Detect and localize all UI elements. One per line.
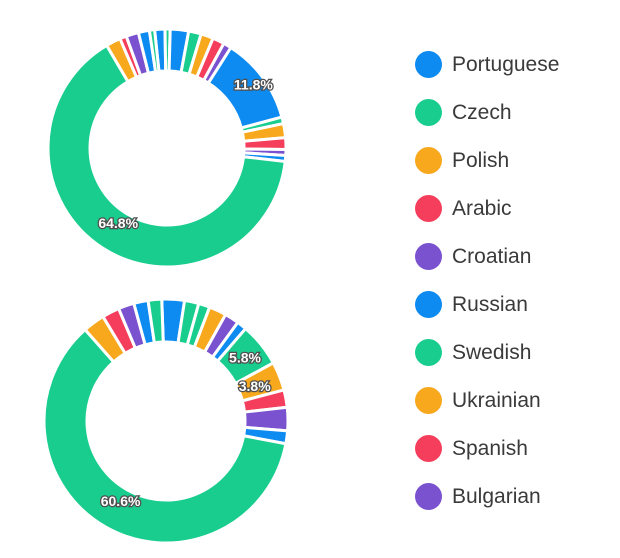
- legend-color-dot: [415, 434, 442, 462]
- legend-color-dot: [415, 50, 442, 78]
- slice-label: 5.8%: [229, 350, 261, 366]
- legend-item-russian[interactable]: Russian: [415, 280, 559, 328]
- donut-slice-green[interactable]: [46, 43, 287, 269]
- legend: Portuguese Czech Polish Arabic Croatian Russi…: [415, 40, 559, 520]
- donut-slice-green[interactable]: [42, 328, 288, 545]
- legend-item-label: Ukrainian: [452, 388, 541, 412]
- legend-color-dot: [415, 290, 442, 318]
- legend-item-swedish[interactable]: Swedish: [415, 328, 559, 376]
- slice-label: 64.8%: [98, 215, 138, 231]
- legend-item-label: Spanish: [452, 436, 528, 460]
- slice-label: 60.6%: [101, 493, 141, 509]
- donut-slice-green[interactable]: [146, 297, 165, 345]
- legend-color-dot: [415, 338, 442, 366]
- legend-color-dot: [415, 482, 442, 510]
- legend-item-croatian[interactable]: Croatian: [415, 232, 559, 280]
- donut-slice-green[interactable]: [147, 28, 161, 74]
- legend-item-bulgarian[interactable]: Bulgarian: [415, 472, 559, 520]
- legend-item-spanish[interactable]: Spanish: [415, 424, 559, 472]
- legend-color-dot: [415, 194, 442, 222]
- donut-chart-bottom: 5.8% 3.8% 60.6%: [42, 297, 290, 545]
- slice-label: 11.8%: [234, 77, 273, 93]
- legend-item-czech[interactable]: Czech: [415, 88, 559, 136]
- legend-item-label: Russian: [452, 292, 528, 316]
- legend-item-label: Czech: [452, 100, 512, 124]
- legend-item-label: Bulgarian: [452, 484, 541, 508]
- legend-item-label: Portuguese: [452, 52, 560, 76]
- legend-item-label: Arabic: [452, 196, 512, 220]
- slice-label: 3.8%: [239, 378, 271, 394]
- legend-color-dot: [415, 98, 442, 126]
- legend-item-label: Croatian: [452, 244, 532, 268]
- legend-item-label: Polish: [452, 148, 510, 172]
- legend-color-dot: [415, 146, 442, 174]
- legend-item-ukrainian[interactable]: Ukrainian: [415, 376, 559, 424]
- legend-color-dot: [415, 242, 442, 270]
- legend-item-label: Swedish: [452, 340, 532, 364]
- legend-item-arabic[interactable]: Arabic: [415, 184, 559, 232]
- donut-chart-top: 11.8% 64.8%: [46, 27, 288, 269]
- legend-item-polish[interactable]: Polish: [415, 136, 559, 184]
- legend-item-portuguese[interactable]: Portuguese: [415, 40, 559, 88]
- legend-color-dot: [415, 386, 442, 414]
